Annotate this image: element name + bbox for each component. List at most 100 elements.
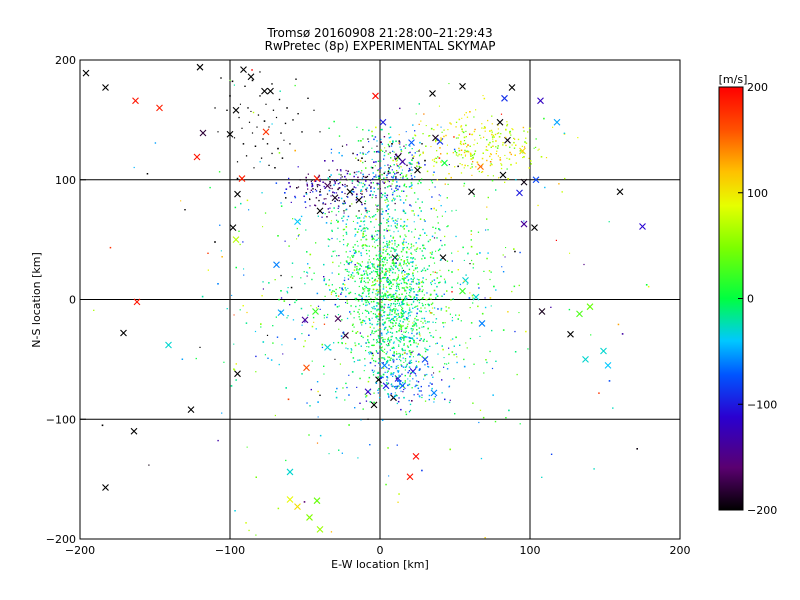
data-point-dot (387, 377, 389, 379)
data-point-dot (487, 229, 489, 231)
data-point-dot (469, 263, 471, 265)
data-point-dot (479, 134, 481, 136)
data-point-cross (468, 188, 475, 196)
data-point-dot (354, 297, 356, 299)
data-point-dot (382, 288, 385, 290)
data-point-dot (217, 131, 219, 133)
data-point-dot (389, 279, 391, 282)
data-point-dot (372, 245, 374, 248)
data-point-dot (469, 167, 472, 169)
data-point-dot (392, 317, 394, 320)
data-point-dot (506, 157, 508, 159)
data-point-dot (455, 152, 458, 154)
data-point-dot (372, 264, 374, 266)
data-point-dot (343, 279, 346, 282)
data-point-dot (368, 264, 370, 266)
data-point-dot (353, 171, 356, 174)
data-point-dot (490, 305, 492, 307)
data-point-dot (514, 138, 516, 140)
data-point-dot (305, 206, 307, 209)
data-point-dot (445, 134, 447, 137)
data-point-dot (512, 128, 514, 131)
data-point-dot (369, 319, 371, 321)
data-point-dot (417, 381, 420, 383)
data-point-dot (280, 290, 282, 292)
data-point-dot (233, 369, 236, 371)
data-point-dot (368, 267, 370, 270)
data-point-dot (393, 264, 395, 266)
data-point-dot (398, 315, 401, 317)
data-point-dot (349, 173, 351, 175)
data-point-dot (400, 316, 402, 319)
data-point-dot (386, 379, 388, 381)
data-point-dot (384, 199, 386, 201)
data-point-dot (399, 304, 401, 306)
data-point-cross (286, 496, 294, 503)
data-point-dot (470, 322, 473, 324)
data-point-dot (415, 323, 417, 325)
data-point-dot (344, 183, 346, 186)
x-tick-label: 100 (520, 544, 541, 557)
data-point-dot (416, 308, 419, 310)
data-point-cross (132, 97, 139, 105)
data-point-dot (373, 392, 375, 394)
data-point-dot (483, 97, 486, 100)
data-point-dot (346, 302, 349, 304)
data-point-dot (262, 281, 264, 283)
data-point-dot (380, 296, 382, 298)
data-point-dot (375, 283, 377, 285)
data-point-dot (311, 278, 313, 281)
data-point-dot (374, 296, 376, 298)
data-point-dot (433, 372, 435, 374)
data-point-cross (364, 388, 372, 396)
data-point-dot (354, 280, 356, 283)
data-point-dot (324, 187, 326, 189)
data-point-dot (283, 300, 286, 302)
data-point-dot (377, 237, 379, 239)
data-point-dot (463, 259, 465, 261)
data-point-dot (384, 181, 386, 184)
data-point-dot (440, 295, 442, 297)
data-point-dot (366, 266, 369, 268)
data-point-dot (442, 348, 444, 351)
data-point-dot (366, 211, 368, 213)
data-point-dot (405, 295, 407, 298)
data-point-dot (413, 320, 415, 322)
data-point-dot (289, 143, 291, 145)
data-point-dot (479, 335, 481, 337)
data-point-cross (600, 347, 607, 355)
data-point-dot (393, 316, 396, 318)
data-point-dot (388, 185, 390, 187)
data-point-dot (342, 220, 344, 222)
data-point-dot (421, 290, 423, 293)
data-point-dot (349, 311, 351, 313)
data-point-dot (382, 284, 385, 286)
data-point-dot (317, 305, 320, 307)
data-point-dot (440, 126, 442, 128)
data-point-dot (428, 394, 431, 397)
data-point-dot (361, 245, 364, 247)
data-point-dot (388, 216, 391, 218)
data-point-dot (384, 195, 386, 197)
data-point-dot (569, 252, 571, 254)
data-point-dot (448, 307, 450, 309)
data-point-dot (412, 301, 414, 303)
data-point-dot (361, 321, 364, 324)
data-point-dot (413, 214, 415, 216)
data-point-dot (340, 335, 343, 337)
data-point-dot (371, 237, 374, 239)
data-point-dot (490, 163, 492, 165)
data-point-dot (373, 238, 375, 240)
data-point-dot (390, 336, 392, 338)
data-point-dot (375, 305, 378, 307)
data-point-dot (509, 146, 511, 148)
data-point-dot (388, 320, 390, 322)
data-point-dot (383, 314, 385, 317)
data-point-dot (397, 188, 399, 191)
data-point-dot (286, 317, 288, 319)
data-point-dot (382, 246, 384, 248)
data-point-dot (421, 326, 423, 328)
data-point-dot (316, 442, 319, 444)
data-point-dot (487, 119, 489, 122)
data-point-dot (411, 332, 413, 335)
